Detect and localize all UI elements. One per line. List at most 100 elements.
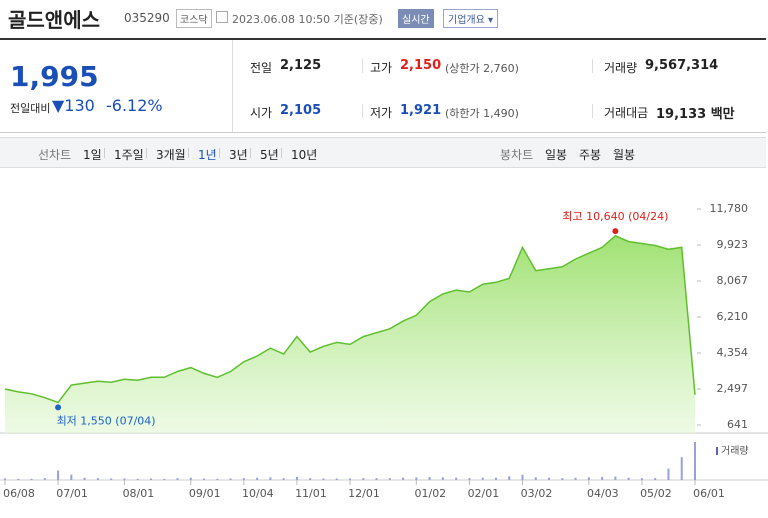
period-tab[interactable]: 10년 xyxy=(291,148,318,162)
price-box: 1,995 전일대비 ▼130 -6.12% xyxy=(0,40,233,132)
y-tick-label: 4,354 xyxy=(717,346,749,359)
x-tick-label: 06/01 xyxy=(693,487,725,500)
volume-legend: 거래량 xyxy=(721,445,749,457)
volume-bar xyxy=(667,468,670,480)
change: ▼130 xyxy=(52,96,95,115)
stat-value: 2,125 xyxy=(280,58,322,73)
volume-bar xyxy=(508,476,511,480)
divider xyxy=(362,104,363,118)
company-info-button[interactable]: 기업개요 ▾ xyxy=(443,9,498,28)
volume-bar xyxy=(242,478,245,480)
stat-label: 거래대금 xyxy=(604,106,649,120)
volume-bar xyxy=(30,478,33,480)
stat-label: 거래량 xyxy=(604,61,638,75)
period-tab[interactable]: 3개월 xyxy=(156,148,186,162)
volume-bar xyxy=(189,477,192,480)
volume-bar xyxy=(640,478,643,480)
change-rate: -6.12% xyxy=(106,96,163,115)
volume-bar xyxy=(402,477,405,480)
annotation: 최저 1,550 (07/04) xyxy=(57,414,156,427)
volume-legend-swatch xyxy=(716,447,718,455)
annotation: 최고 10,640 (04/24) xyxy=(562,210,668,223)
volume-bar xyxy=(17,478,20,480)
x-tick-label: 11/01 xyxy=(295,487,327,500)
volume-bar xyxy=(149,478,152,480)
volume-bar xyxy=(601,476,604,480)
volume-bar xyxy=(494,477,497,480)
tab-divider xyxy=(219,148,220,158)
volume-bar xyxy=(96,478,99,480)
y-tick-label: 11,780 xyxy=(710,202,749,215)
quote-time: 2023.06.08 10:50 기준(장중) xyxy=(232,13,383,26)
stat-note: (상한가 2,760) xyxy=(445,62,519,75)
y-tick-label: 8,067 xyxy=(717,274,749,287)
period-tab[interactable]: 5년 xyxy=(260,148,279,162)
stat-value: 2,150 xyxy=(400,58,442,73)
volume-bar xyxy=(694,442,696,480)
volume-bar xyxy=(375,478,378,480)
volume-bar xyxy=(43,478,46,480)
volume-bar xyxy=(176,478,179,480)
volume-bar xyxy=(269,477,272,480)
volume-bar xyxy=(574,477,577,480)
x-tick-label: 07/01 xyxy=(56,487,88,500)
volume-bar xyxy=(309,478,312,480)
volume-bar xyxy=(362,478,365,480)
x-tick-label: 01/02 xyxy=(414,487,446,500)
period-tab[interactable]: 1년 xyxy=(198,148,217,162)
y-tick-label: 641 xyxy=(727,418,748,431)
stat-value: 1,921 xyxy=(400,103,442,118)
volume-bar xyxy=(322,478,325,480)
price-area xyxy=(5,235,695,433)
y-tick-label: 6,210 xyxy=(717,310,749,323)
x-tick-label: 05/02 xyxy=(640,487,672,500)
x-tick-label: 02/01 xyxy=(468,487,500,500)
x-tick-label: 06/08 xyxy=(3,487,35,500)
stat-note: (하한가 1,490) xyxy=(445,107,519,120)
divider xyxy=(362,59,363,73)
candle-tab[interactable]: 주봉 xyxy=(579,148,602,162)
candle-tab[interactable]: 일봉 xyxy=(545,148,568,162)
realtime-button[interactable]: 실시간 xyxy=(398,9,434,28)
volume-bar xyxy=(163,478,166,480)
volume-bar xyxy=(415,477,418,480)
chart: 641 2,497 4,354 6,210 8,067 9,923 11,780 최고 10,… xyxy=(0,202,768,500)
volume-bar xyxy=(349,478,351,480)
stat-value: 9,567,314 xyxy=(645,58,719,73)
x-tick-label: 12/01 xyxy=(348,487,380,500)
price-line xyxy=(4,234,696,404)
divider xyxy=(592,104,593,118)
volume-bar xyxy=(295,476,298,480)
annotation-marker xyxy=(612,228,619,235)
volume-bar xyxy=(4,478,6,480)
volume-bar xyxy=(282,478,285,480)
volume-bar xyxy=(70,474,73,480)
volume-bar xyxy=(521,474,524,480)
stat-label: 시가 xyxy=(250,106,273,120)
stat-value: 19,133 백만 xyxy=(656,107,735,122)
period-tabs: 선차트 1일 1주일 3개월 1년 3년 5년 10년 봉차트 일봉 주봉 월봉 xyxy=(0,137,766,168)
period-tab[interactable]: 1일 xyxy=(83,148,102,162)
candle-tab[interactable]: 월봉 xyxy=(613,148,636,162)
volume-bar xyxy=(561,478,564,480)
period-tab[interactable]: 1주일 xyxy=(114,148,144,162)
volume-bar xyxy=(216,478,219,480)
volume-bar xyxy=(123,478,126,480)
volume-bar xyxy=(83,477,86,480)
stat-label: 고가 xyxy=(370,61,393,75)
period-tab[interactable]: 3년 xyxy=(229,148,248,162)
volume-bar xyxy=(203,478,206,480)
x-tick-label: 04/03 xyxy=(587,487,619,500)
quote-panel: 1,995 전일대비 ▼130 -6.12% 전일 2,125 고가 2,150 (상한… xyxy=(0,38,766,133)
divider xyxy=(592,59,593,73)
volume-bar xyxy=(587,477,590,480)
volume-bar xyxy=(534,477,537,480)
volume-bar xyxy=(680,457,683,480)
y-tick-label: 2,497 xyxy=(717,382,749,395)
volume-bar xyxy=(468,478,471,480)
stat-value: 2,105 xyxy=(280,103,322,118)
tab-divider xyxy=(146,148,147,158)
volume-bar xyxy=(627,477,630,480)
x-tick-label: 09/01 xyxy=(189,487,221,500)
